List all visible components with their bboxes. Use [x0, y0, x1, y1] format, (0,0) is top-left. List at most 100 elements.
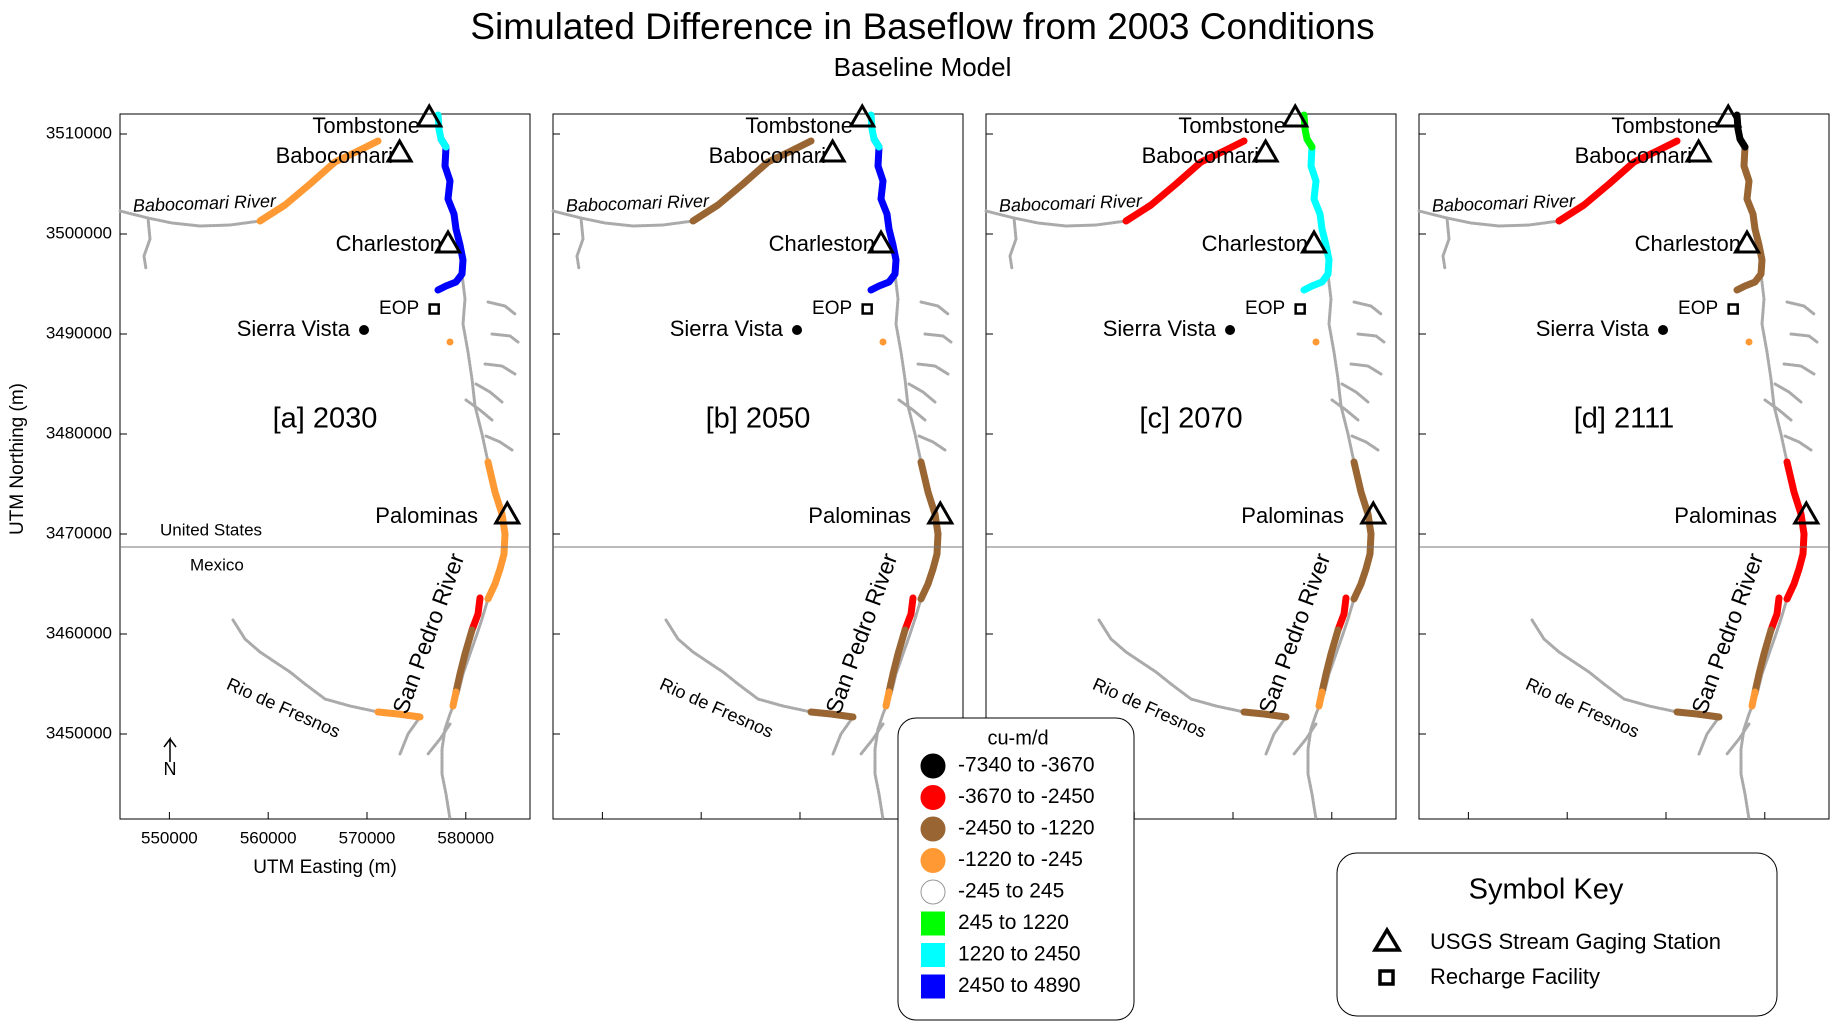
map-panel-2070: Tombstone Babocomari Charleston Palominas EO…: [984, 102, 1397, 821]
tributary-line: [919, 300, 950, 316]
upper-san-pedro-flow-segment: [867, 135, 900, 294]
recharge-facility-label: EOP: [379, 298, 419, 319]
lower-red-segment: [468, 594, 484, 634]
x-axis-label: UTM Easting (m): [253, 857, 397, 878]
station-label-tombstone: Tombstone: [1611, 113, 1719, 138]
panel-year-label: [b] 2050: [706, 403, 811, 435]
station-label-tombstone: Tombstone: [1178, 113, 1286, 138]
symbol-key: Symbol Key USGS Stream Gaging Station Re…: [1336, 852, 1778, 1017]
gaging-station-icon: [415, 102, 444, 128]
upper-san-pedro-flow-segment: [1300, 135, 1333, 294]
city-dot-icon: [1225, 325, 1236, 335]
legend-swatch-square: [921, 911, 945, 936]
map-panel-2050: Tombstone Babocomari Charleston Palominas EO…: [551, 102, 964, 821]
tributary-line: [1789, 332, 1819, 344]
legend-swatch-circle: [920, 848, 946, 873]
station-label-palominas: Palominas: [1674, 503, 1777, 528]
y-tick-label: 3450000: [46, 723, 112, 742]
gaging-station-icon: [1792, 499, 1821, 525]
tributary-line: [1441, 216, 1451, 271]
babocomari-flow-segment: [1555, 137, 1681, 225]
legend: cu-m/d -7340 to -3670 -3670 to -2450 -2450…: [897, 717, 1135, 1021]
legend-swatch-square: [921, 974, 945, 999]
x-tick-label: 550000: [141, 828, 198, 847]
symbol-key-title: Symbol Key: [1469, 874, 1624, 906]
flow-point: [446, 338, 454, 346]
panel-frame: [985, 113, 1397, 820]
station-label-tombstone: Tombstone: [745, 113, 853, 138]
legend-swatch-circle: [920, 879, 946, 905]
tributary-line: [1697, 715, 1721, 756]
lower-orange-segment: [1748, 688, 1759, 710]
panel-year-label: [d] 2111: [1574, 403, 1675, 435]
recharge-facility-label: EOP: [1245, 298, 1285, 319]
station-label-charleston: Charleston: [769, 231, 875, 256]
map-panel-2030: Tombstone Babocomari Charleston Palominas EO…: [118, 102, 531, 821]
san-pedro-tail-line: [873, 727, 885, 821]
tributary-line: [917, 434, 947, 452]
gaging-station-icon: [1281, 102, 1310, 128]
recharge-facility-icon: [1727, 303, 1739, 315]
north-arrow-icon: [163, 736, 177, 762]
gaging-station-icon: [433, 228, 463, 254]
babocomari-flow-segment: [689, 137, 815, 225]
y-tick-label: 3460000: [46, 623, 112, 642]
legend-item-label: 245 to 1220: [958, 911, 1069, 934]
figure-title: Simulated Difference in Baseflow from 20…: [470, 6, 1375, 47]
y-axis-label: UTM Northing (m): [7, 383, 28, 535]
x-tick-label: 560000: [240, 828, 297, 847]
tributary-line: [916, 362, 950, 376]
gaging-station-icon: [848, 102, 877, 128]
city-label: Sierra Vista: [1536, 316, 1650, 341]
city-dot-icon: [792, 325, 803, 335]
station-label-palominas: Palominas: [375, 503, 478, 528]
tributary-line: [142, 216, 152, 271]
tributary-line: [831, 715, 855, 756]
lower-brown-segment: [1751, 626, 1775, 696]
fresnos-flow-segment: [1673, 708, 1723, 721]
symbol-key-recharge-label: Recharge Facility: [1430, 964, 1600, 989]
lower-orange-segment: [449, 688, 460, 710]
recharge-facility-label: EOP: [1678, 298, 1718, 319]
tributary-line: [1725, 722, 1751, 756]
san-pedro-lower-line: [1742, 597, 1789, 731]
city-label: Sierra Vista: [237, 316, 351, 341]
tributary-line: [474, 382, 504, 404]
babocomari-flow-segment: [256, 137, 382, 225]
flow-point: [1312, 338, 1320, 346]
gaging-station-icon: [1251, 137, 1280, 163]
panel-frame: [119, 113, 531, 820]
panel-year-label: [c] 2070: [1139, 403, 1242, 435]
station-label-charleston: Charleston: [1635, 231, 1741, 256]
city-label: Sierra Vista: [670, 316, 784, 341]
babocomari-flow-segment: [1122, 137, 1248, 225]
station-label-tombstone: Tombstone: [312, 113, 420, 138]
recharge-facility-icon: [861, 303, 873, 315]
tributary-line: [483, 362, 517, 376]
tributary-line: [1356, 332, 1386, 344]
gaging-station-icon: [385, 137, 414, 163]
station-label-charleston: Charleston: [336, 231, 442, 256]
panel-year-label: [a] 2030: [273, 403, 378, 435]
san-pedro-tail-line: [440, 727, 452, 821]
legend-item-label: 1220 to 2450: [958, 943, 1081, 966]
san-pedro-lower-line: [443, 597, 490, 731]
flow-point: [879, 338, 887, 346]
lower-red-segment: [901, 594, 917, 634]
city-dot-icon: [1658, 325, 1669, 335]
tributary-line: [923, 332, 953, 344]
legend-item-label: 2450 to 4890: [958, 974, 1081, 997]
mexico-label: Mexico: [190, 555, 244, 574]
station-label-babocomari: Babocomari: [1142, 143, 1259, 168]
panel-frame: [552, 113, 964, 820]
lower-orange-segment: [882, 688, 893, 710]
recharge-facility-icon: [428, 303, 440, 315]
tributary-line: [575, 216, 585, 271]
symbol-key-station-label: USGS Stream Gaging Station: [1430, 929, 1721, 954]
y-tick-label: 3510000: [46, 123, 112, 142]
axes: 3510000 3500000 3490000 3480000 3470000 34600…: [7, 123, 494, 878]
station-label-charleston: Charleston: [1202, 231, 1308, 256]
tributary-line: [1782, 362, 1816, 376]
san-pedro-tail-line: [1306, 727, 1318, 821]
